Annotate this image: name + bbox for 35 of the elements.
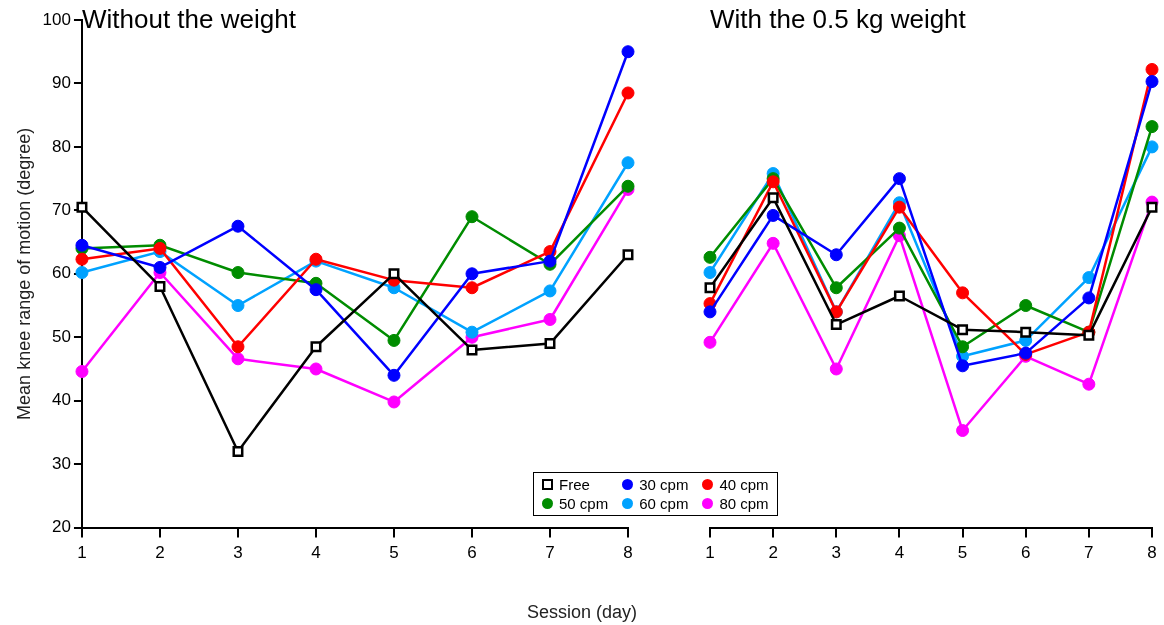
x-tick-label: 8 xyxy=(1147,543,1157,563)
y-tick-label: 20 xyxy=(52,517,71,537)
x-tick-label: 6 xyxy=(1020,543,1031,563)
y-tick-label: 60 xyxy=(52,263,71,283)
y-tick-label: 90 xyxy=(52,73,71,93)
y-tick-label: 50 xyxy=(52,326,71,346)
x-tick-label: 2 xyxy=(155,543,165,563)
legend-label: 80 cpm xyxy=(719,494,769,512)
x-tick-label: 4 xyxy=(311,543,321,563)
x-tick-label: 5 xyxy=(389,543,399,563)
x-tick-label: 1 xyxy=(705,543,715,563)
legend-label: 40 cpm xyxy=(719,475,769,493)
x-tick-label: 4 xyxy=(894,543,905,563)
x-tick-label: 3 xyxy=(233,543,243,563)
x-tick-label: 1 xyxy=(77,543,87,563)
y-tick-label: 40 xyxy=(52,390,71,410)
x-tick-label: 3 xyxy=(831,543,842,563)
legend-label: Free xyxy=(559,475,590,493)
legend-label: 60 cpm xyxy=(639,494,689,512)
y-axis-title: Mean knee range of motion (degree) xyxy=(13,127,34,420)
x-tick-label: 2 xyxy=(768,543,778,563)
x-tick-label: 7 xyxy=(1084,543,1094,563)
legend-label: 30 cpm xyxy=(639,475,689,493)
x-axis-title: Session (day) xyxy=(525,602,639,623)
y-tick-label: 100 xyxy=(42,9,71,29)
x-tick-label: 7 xyxy=(545,543,555,563)
x-tick-label: 5 xyxy=(957,543,968,563)
x-tick-label: 6 xyxy=(467,543,477,563)
y-tick-label: 70 xyxy=(52,200,71,220)
y-tick-label: 80 xyxy=(52,136,71,156)
x-tick-label: 8 xyxy=(623,543,633,563)
y-tick-label: 30 xyxy=(52,453,71,473)
chart-title: With the 0.5 kg weight xyxy=(710,4,967,35)
legend-label: 50 cpm xyxy=(559,494,609,512)
chart-title: Without the weight xyxy=(81,4,297,35)
